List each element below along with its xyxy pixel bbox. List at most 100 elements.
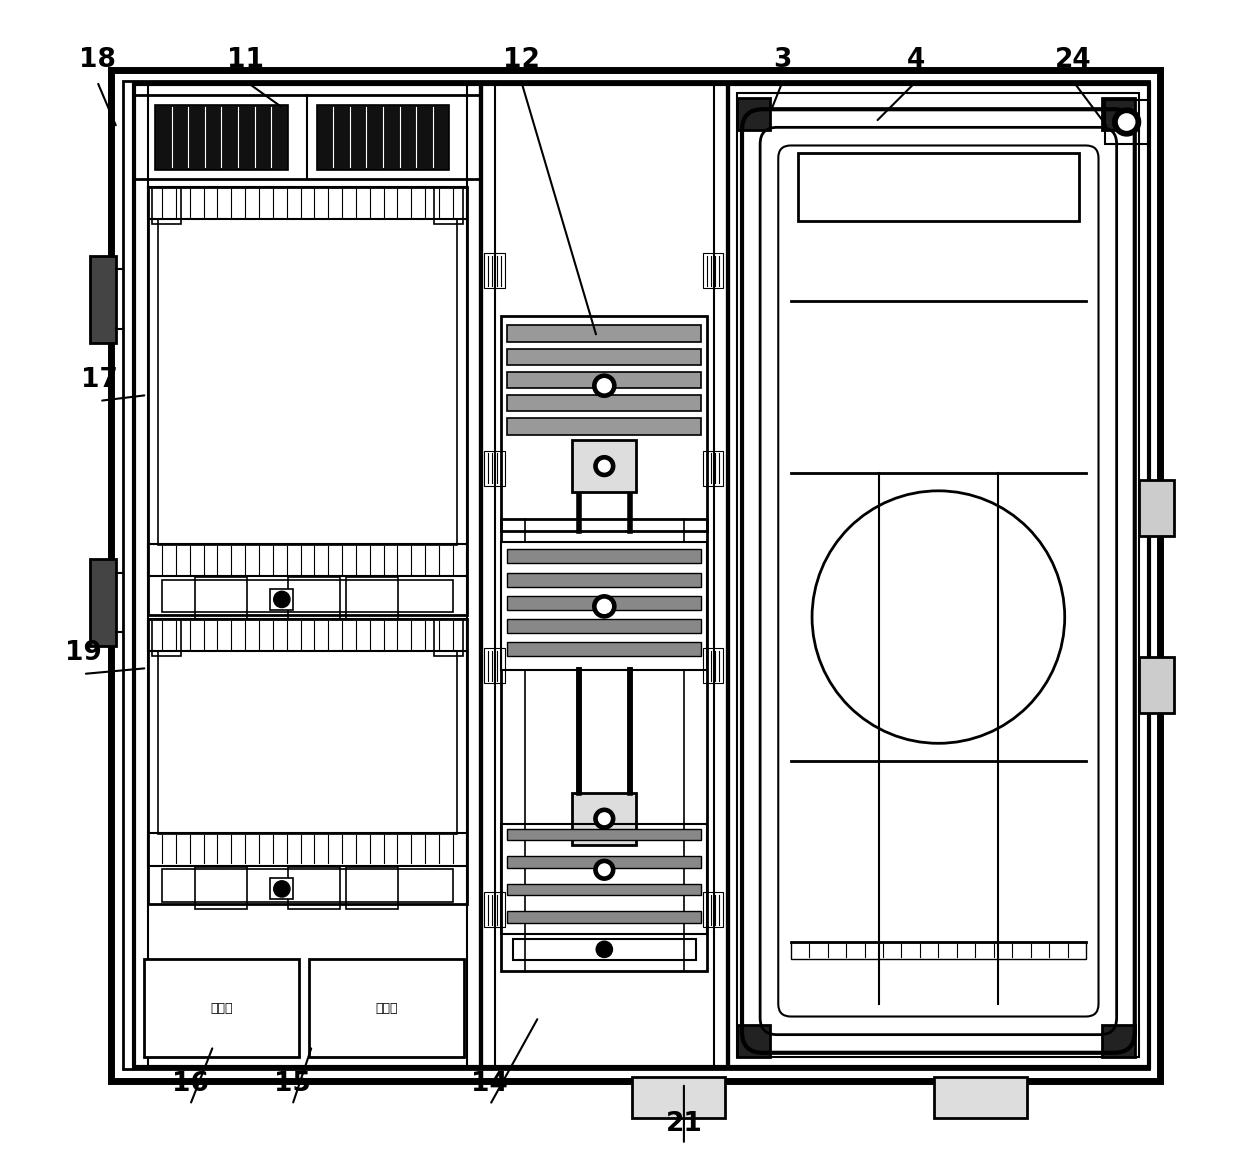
Bar: [134, 84, 481, 1067]
Bar: [507, 829, 702, 840]
Bar: [484, 648, 505, 683]
Bar: [149, 619, 466, 904]
Bar: [162, 869, 453, 902]
Bar: [703, 451, 723, 486]
Bar: [1140, 657, 1174, 712]
Bar: [270, 878, 294, 899]
Text: 4: 4: [908, 48, 925, 73]
Bar: [1105, 100, 1148, 144]
Circle shape: [1118, 114, 1135, 130]
Bar: [513, 939, 696, 960]
Bar: [501, 316, 707, 531]
Bar: [703, 648, 723, 683]
Bar: [728, 84, 1148, 1067]
Circle shape: [599, 813, 610, 825]
Bar: [288, 578, 340, 619]
Circle shape: [274, 591, 290, 608]
Bar: [112, 70, 1161, 1081]
Circle shape: [598, 600, 611, 614]
Text: 主控柜: 主控柜: [376, 1002, 398, 1014]
Circle shape: [594, 456, 615, 476]
Bar: [91, 256, 115, 343]
Text: 16: 16: [171, 1071, 208, 1097]
Bar: [149, 187, 466, 220]
Text: 17: 17: [81, 367, 118, 393]
Bar: [144, 959, 299, 1057]
Bar: [484, 253, 505, 288]
Bar: [484, 451, 505, 486]
Circle shape: [1112, 108, 1141, 136]
Bar: [507, 395, 702, 411]
Bar: [507, 349, 702, 365]
Bar: [484, 892, 505, 927]
Circle shape: [594, 860, 615, 881]
Text: 15: 15: [274, 1071, 311, 1097]
Bar: [151, 619, 181, 657]
Bar: [507, 619, 702, 633]
Circle shape: [599, 865, 610, 876]
Bar: [738, 1025, 770, 1057]
Bar: [316, 105, 449, 170]
Bar: [507, 643, 702, 657]
Bar: [507, 596, 702, 610]
Bar: [195, 867, 247, 909]
Text: 14: 14: [471, 1071, 508, 1097]
Bar: [162, 580, 453, 612]
Bar: [791, 941, 1086, 959]
Bar: [934, 1077, 1027, 1118]
Bar: [1102, 1025, 1135, 1057]
Bar: [573, 440, 636, 493]
Bar: [507, 372, 702, 388]
Bar: [149, 833, 466, 866]
Bar: [507, 418, 702, 435]
Circle shape: [274, 881, 290, 897]
Bar: [157, 652, 458, 834]
Bar: [1140, 480, 1174, 536]
Circle shape: [593, 595, 616, 618]
Bar: [481, 84, 728, 1067]
Bar: [149, 619, 466, 652]
Bar: [797, 153, 1079, 221]
Text: 配电柜: 配电柜: [211, 1002, 233, 1014]
Bar: [434, 187, 463, 224]
Bar: [288, 867, 340, 909]
Text: 24: 24: [1055, 48, 1091, 73]
Bar: [1102, 98, 1135, 130]
Circle shape: [598, 379, 611, 393]
Bar: [507, 573, 702, 587]
Bar: [134, 95, 481, 179]
Bar: [151, 187, 181, 224]
Bar: [434, 619, 463, 657]
Bar: [270, 589, 294, 610]
Text: 11: 11: [227, 48, 264, 73]
Bar: [703, 892, 723, 927]
Bar: [309, 959, 464, 1057]
Bar: [346, 578, 398, 619]
Circle shape: [594, 809, 615, 830]
Circle shape: [596, 941, 613, 957]
Bar: [738, 98, 770, 130]
Bar: [507, 325, 702, 342]
Bar: [195, 578, 247, 619]
Text: 18: 18: [78, 48, 115, 73]
Bar: [507, 911, 702, 923]
Bar: [501, 519, 707, 971]
Text: 3: 3: [774, 48, 792, 73]
Bar: [507, 856, 702, 868]
Bar: [631, 1077, 724, 1118]
Text: 21: 21: [666, 1111, 702, 1136]
Bar: [501, 543, 707, 670]
Bar: [123, 81, 1148, 1069]
Text: 12: 12: [502, 48, 539, 73]
Bar: [573, 792, 636, 845]
Bar: [501, 824, 707, 934]
Bar: [703, 253, 723, 288]
Bar: [157, 220, 458, 545]
Circle shape: [599, 460, 610, 472]
Bar: [346, 867, 398, 909]
Circle shape: [593, 374, 616, 397]
Bar: [738, 93, 1140, 1057]
Bar: [91, 559, 115, 646]
Bar: [149, 544, 466, 576]
Bar: [507, 550, 702, 564]
